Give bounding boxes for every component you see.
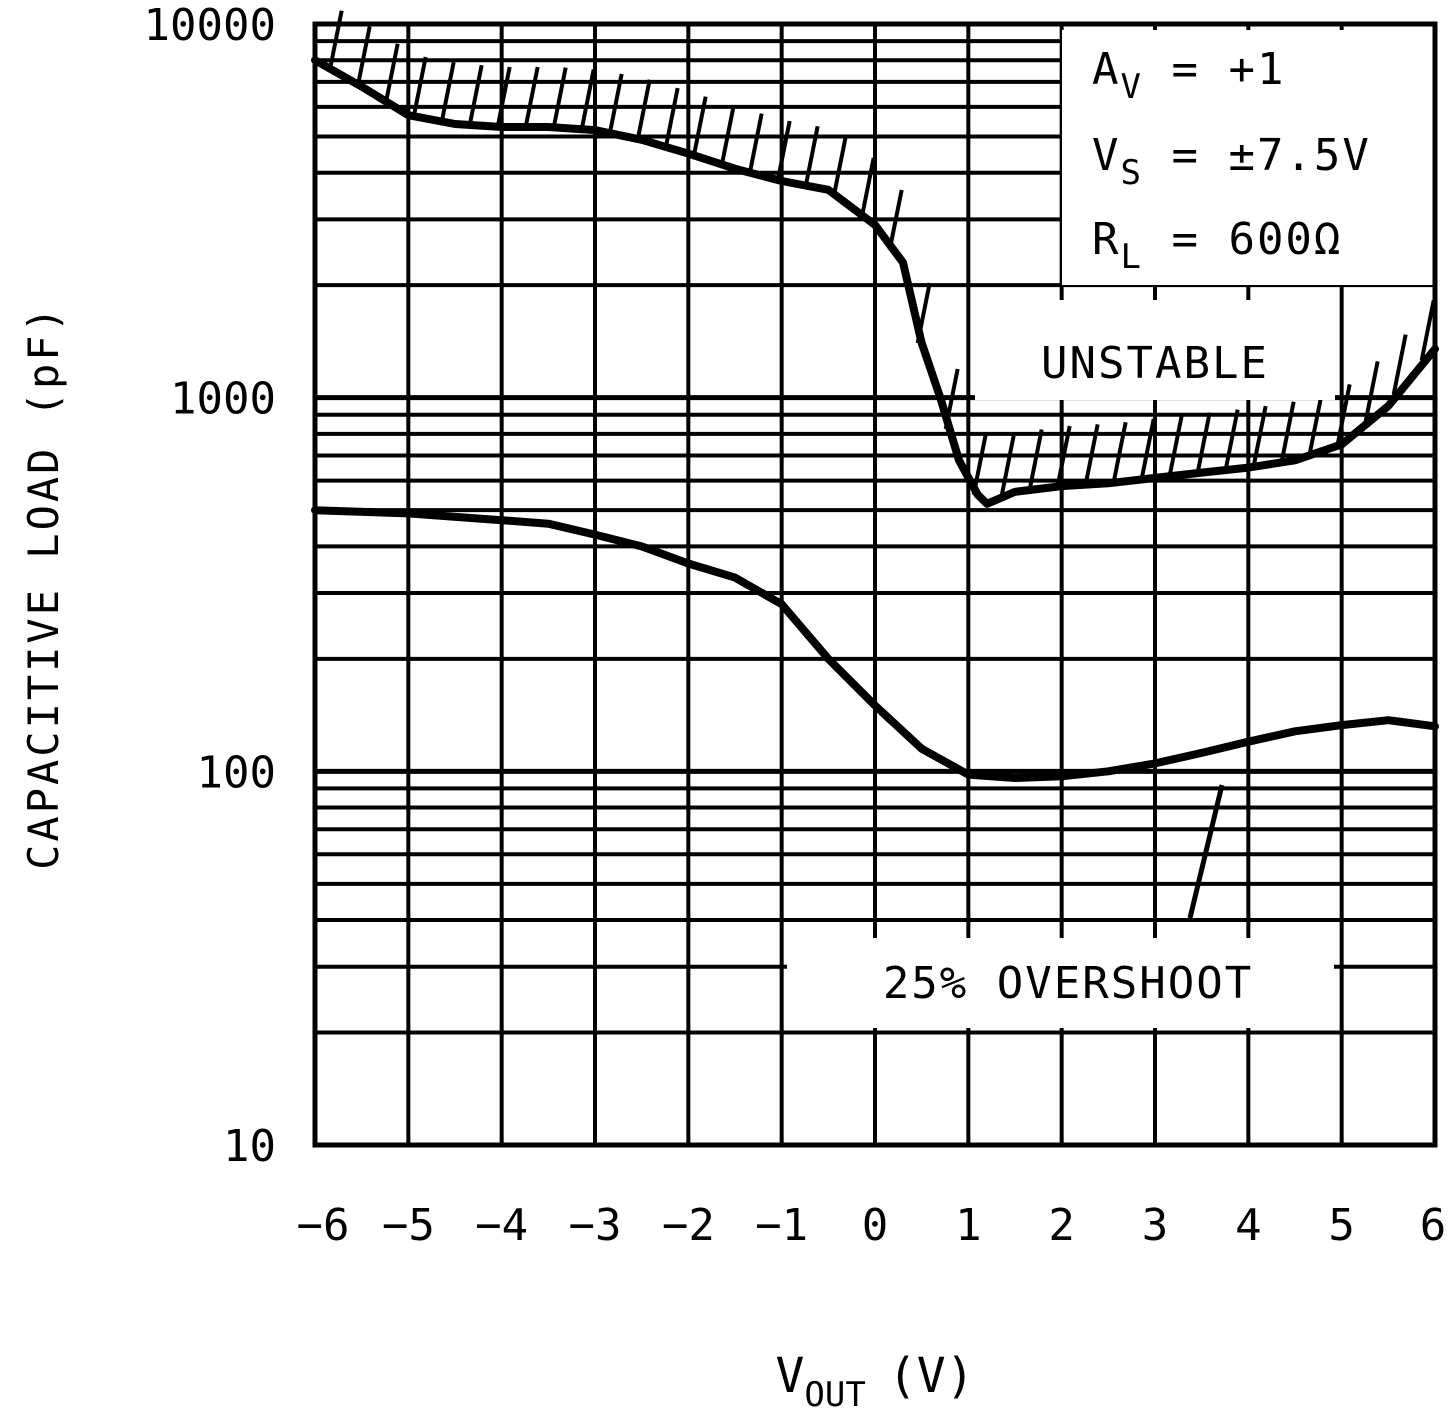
hatch-mark bbox=[803, 125, 820, 187]
plot-frame bbox=[312, 21, 1438, 1148]
hatch-mark bbox=[1335, 383, 1352, 445]
hatch-mark bbox=[383, 43, 400, 105]
hatch-mark bbox=[411, 56, 428, 118]
hatch-mark bbox=[747, 113, 764, 175]
series-overshoot-line bbox=[311, 506, 1439, 782]
x-tick-label: −4 bbox=[475, 1200, 528, 1251]
hatch-mark bbox=[579, 69, 596, 130]
x-tick-label: −5 bbox=[382, 1200, 435, 1251]
hatch-mark bbox=[1111, 421, 1128, 483]
x-tick-label: 4 bbox=[1235, 1200, 1262, 1251]
unstable-annotation: UNSTABLE bbox=[1041, 338, 1269, 389]
y-tick-label: 1000 bbox=[170, 374, 276, 425]
overshoot-pointer bbox=[1187, 784, 1225, 919]
hatch-mark bbox=[467, 64, 484, 126]
x-tick-label: 3 bbox=[1142, 1200, 1169, 1251]
hatch-mark bbox=[859, 157, 876, 219]
hatch-mark bbox=[635, 79, 652, 141]
hatch-mark bbox=[1027, 429, 1044, 490]
conditions-legend: AV = +1 VS = ±7.5V RL = 600Ω bbox=[1092, 44, 1371, 277]
x-tick-label: −1 bbox=[755, 1200, 808, 1251]
hatch-mark bbox=[1139, 418, 1156, 480]
hatch-mark bbox=[551, 67, 568, 129]
hatch-mark bbox=[1167, 415, 1184, 477]
hatch-mark bbox=[1307, 393, 1324, 455]
series-unstable-line bbox=[311, 56, 1439, 508]
hatch-mark bbox=[523, 66, 540, 128]
hatch-mark bbox=[831, 136, 848, 198]
hatch-mark bbox=[495, 66, 512, 128]
x-tick-label: 1 bbox=[955, 1200, 982, 1251]
x-tick-labels: −6 −5 −4 −3 −2 −1 0 1 2 3 4 5 6 bbox=[297, 1200, 1447, 1251]
x-tick-label: 0 bbox=[862, 1200, 889, 1251]
hatch-mark bbox=[691, 96, 708, 157]
svg-text:RL = 600Ω: RL = 600Ω bbox=[1092, 214, 1342, 277]
hatch-mark bbox=[1419, 299, 1436, 361]
x-tick-label: 5 bbox=[1328, 1200, 1355, 1251]
hatch-mark bbox=[1195, 412, 1212, 474]
hatch-mark bbox=[327, 10, 344, 72]
hatch-mark bbox=[1363, 360, 1380, 422]
y-tick-labels: 10 100 1000 10000 bbox=[144, 0, 276, 1172]
hatch-mark bbox=[887, 189, 904, 251]
hatch-mark bbox=[1251, 405, 1268, 467]
overshoot-label-box bbox=[787, 938, 1334, 1028]
conditions-box bbox=[1062, 30, 1435, 285]
hatch-mark bbox=[1391, 334, 1408, 395]
hatch-mark bbox=[439, 61, 456, 123]
svg-text:AV = +1: AV = +1 bbox=[1092, 44, 1285, 107]
x-tick-label: 2 bbox=[1048, 1200, 1075, 1251]
y-tick-label: 10000 bbox=[144, 0, 276, 51]
hatch-mark bbox=[1055, 425, 1072, 487]
x-tick-label: −6 bbox=[297, 1200, 350, 1251]
hatch-mark bbox=[607, 73, 624, 135]
hatch-mark bbox=[663, 87, 680, 149]
y-tick-label: 10 bbox=[223, 1121, 276, 1172]
hatch-mark bbox=[719, 105, 736, 167]
hatch-mark bbox=[999, 435, 1016, 497]
hatch-mark bbox=[1223, 409, 1240, 470]
x-tick-label: −2 bbox=[662, 1200, 715, 1251]
y-axis-label: CAPACITIVE LOAD (pF) bbox=[19, 304, 68, 870]
hatch-mark bbox=[775, 120, 792, 182]
hatch-mark bbox=[355, 26, 372, 87]
overshoot-annotation: 25% OVERSHOOT bbox=[883, 958, 1253, 1009]
unstable-label-box bbox=[975, 300, 1335, 400]
y-tick-label: 100 bbox=[197, 747, 276, 798]
x-tick-label: 6 bbox=[1420, 1200, 1447, 1251]
x-axis-label: VOUT (V) bbox=[775, 1348, 974, 1415]
hatch-mark bbox=[1279, 401, 1296, 463]
svg-text:VS = ±7.5V: VS = ±7.5V bbox=[1092, 130, 1371, 193]
hatch-mark bbox=[1083, 424, 1100, 485]
x-tick-label: −3 bbox=[569, 1200, 622, 1251]
